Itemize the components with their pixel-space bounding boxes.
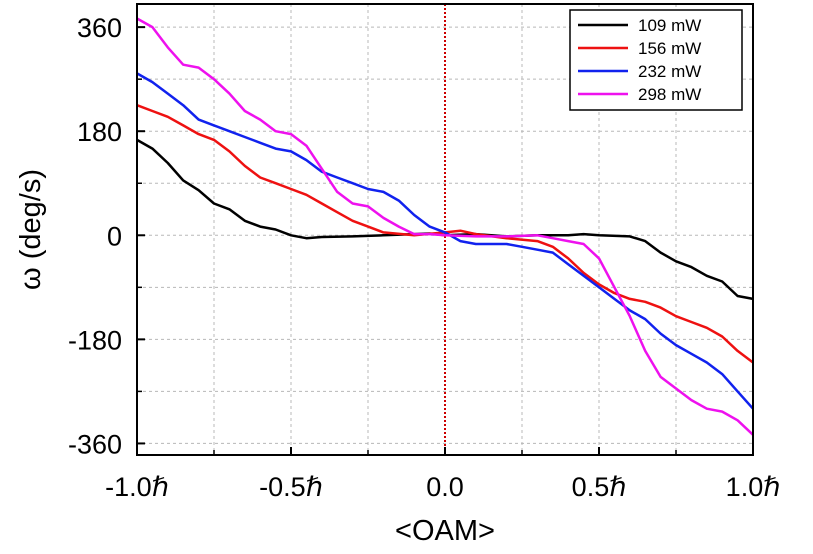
y-tick-label: -360 [68,429,122,459]
legend-label: 232 mW [638,62,701,81]
ticks [136,26,754,455]
series-group [136,17,754,436]
x-tick-label: 0.0 [426,472,464,502]
x-tick-label: 1.0ℏ [726,472,781,502]
y-axis-label: ω (deg/s) [15,169,47,290]
legend-label: 298 mW [638,85,701,104]
y-tick-label: -180 [68,325,122,355]
x-tick-label: -0.5ℏ [259,472,323,502]
legend-label: 109 mW [638,16,701,35]
series-line-2 [136,72,754,410]
x-tick-label: 0.5ℏ [572,472,627,502]
legend: 109 mW 156 mW 232 mW 298 mW [569,9,743,111]
x-tick-label: -1.0ℏ [105,472,169,502]
x-axis-label: <OAM> [395,515,495,547]
y-tick-label: 360 [77,13,122,43]
legend-label: 156 mW [638,39,701,58]
y-tick-label: 0 [107,221,122,251]
tick-labels: -1.0ℏ -0.5ℏ 0.0 0.5ℏ 1.0ℏ 360 180 0 -180 -360 [68,13,780,502]
y-tick-label: 180 [77,117,122,147]
series-line-0 [136,138,754,301]
series-line-3 [136,17,754,436]
